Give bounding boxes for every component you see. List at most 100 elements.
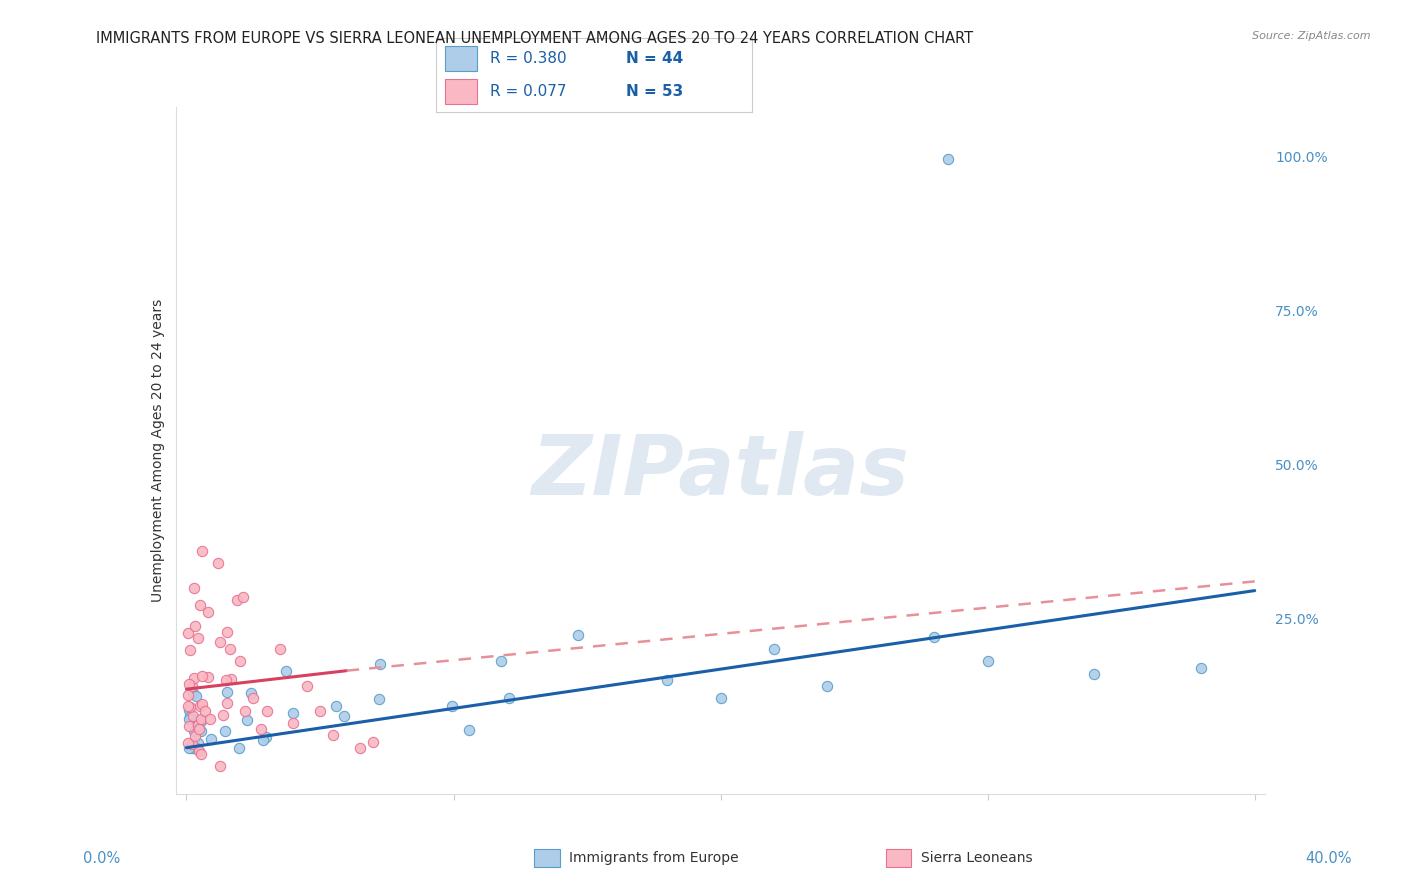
- Point: [191, 543, 214, 558]
- Point: [177, 626, 200, 640]
- Point: [242, 691, 264, 706]
- Point: [200, 712, 222, 726]
- Point: [188, 744, 211, 758]
- Point: [177, 677, 200, 691]
- Point: [491, 654, 513, 668]
- Point: [187, 713, 209, 727]
- Point: [325, 699, 347, 714]
- Point: [567, 628, 589, 642]
- Point: [936, 153, 959, 167]
- Point: [184, 619, 207, 633]
- Point: [922, 630, 945, 644]
- Point: [177, 703, 200, 717]
- Point: [363, 734, 385, 748]
- Point: [184, 740, 207, 755]
- Point: [215, 696, 238, 710]
- Text: 40.0%: 40.0%: [1305, 851, 1353, 865]
- Point: [181, 686, 204, 700]
- Text: Source: ZipAtlas.com: Source: ZipAtlas.com: [1253, 31, 1371, 41]
- Point: [208, 759, 231, 773]
- Point: [212, 708, 235, 723]
- Point: [295, 679, 318, 693]
- Point: [197, 605, 219, 619]
- Point: [219, 673, 242, 687]
- Point: [368, 691, 391, 706]
- Point: [197, 670, 219, 684]
- Point: [183, 724, 205, 739]
- Point: [283, 716, 305, 731]
- Point: [177, 712, 200, 726]
- Point: [657, 673, 679, 687]
- Point: [194, 704, 217, 718]
- Point: [181, 679, 204, 693]
- Point: [1083, 666, 1105, 681]
- Point: [207, 556, 229, 570]
- Point: [186, 689, 208, 703]
- Point: [309, 704, 332, 718]
- Point: [232, 590, 254, 604]
- Point: [179, 699, 201, 714]
- Point: [186, 716, 208, 731]
- Text: N = 53: N = 53: [626, 84, 683, 99]
- Text: IMMIGRANTS FROM EUROPE VS SIERRA LEONEAN UNEMPLOYMENT AMONG AGES 20 TO 24 YEARS : IMMIGRANTS FROM EUROPE VS SIERRA LEONEAN…: [96, 31, 973, 46]
- Text: N = 44: N = 44: [626, 51, 683, 66]
- Point: [218, 641, 240, 656]
- Point: [228, 740, 250, 755]
- Point: [187, 736, 209, 750]
- Point: [177, 740, 200, 755]
- Point: [333, 708, 356, 723]
- Point: [710, 691, 733, 706]
- Point: [177, 736, 200, 750]
- Point: [215, 684, 238, 698]
- Point: [322, 728, 344, 742]
- Bar: [446, 45, 477, 71]
- Text: Immigrants from Europe: Immigrants from Europe: [569, 851, 740, 865]
- Point: [179, 709, 201, 723]
- Text: 0.0%: 0.0%: [83, 851, 120, 865]
- Point: [368, 657, 391, 672]
- Point: [200, 731, 222, 746]
- Point: [256, 704, 278, 718]
- Text: Sierra Leoneans: Sierra Leoneans: [921, 851, 1032, 865]
- Point: [181, 740, 204, 755]
- Point: [209, 635, 232, 649]
- Point: [762, 642, 785, 657]
- Point: [186, 632, 208, 646]
- Point: [283, 706, 305, 721]
- Point: [236, 714, 259, 728]
- Point: [349, 740, 371, 755]
- Point: [1189, 660, 1212, 674]
- Point: [815, 679, 838, 693]
- Point: [229, 655, 252, 669]
- Point: [190, 697, 212, 711]
- Point: [276, 664, 298, 678]
- Point: [976, 655, 998, 669]
- Text: ZIPatlas: ZIPatlas: [531, 431, 910, 512]
- Point: [215, 624, 238, 639]
- Point: [214, 723, 236, 738]
- Point: [250, 722, 273, 736]
- Bar: [446, 78, 477, 104]
- Point: [252, 732, 274, 747]
- Y-axis label: Unemployment Among Ages 20 to 24 years: Unemployment Among Ages 20 to 24 years: [150, 299, 165, 602]
- Point: [239, 686, 262, 700]
- Point: [441, 699, 464, 714]
- Point: [177, 719, 200, 733]
- Text: R = 0.077: R = 0.077: [489, 84, 567, 99]
- Point: [190, 747, 212, 761]
- Point: [215, 673, 238, 687]
- Point: [183, 581, 205, 595]
- Point: [256, 730, 278, 744]
- Point: [498, 691, 520, 706]
- Point: [181, 737, 204, 751]
- Text: R = 0.380: R = 0.380: [489, 51, 567, 66]
- Point: [177, 688, 200, 702]
- Point: [177, 699, 200, 714]
- Point: [183, 671, 205, 685]
- Point: [458, 723, 481, 738]
- Point: [188, 598, 211, 612]
- Point: [179, 642, 201, 657]
- Point: [187, 718, 209, 732]
- Point: [181, 709, 204, 723]
- Point: [233, 704, 256, 718]
